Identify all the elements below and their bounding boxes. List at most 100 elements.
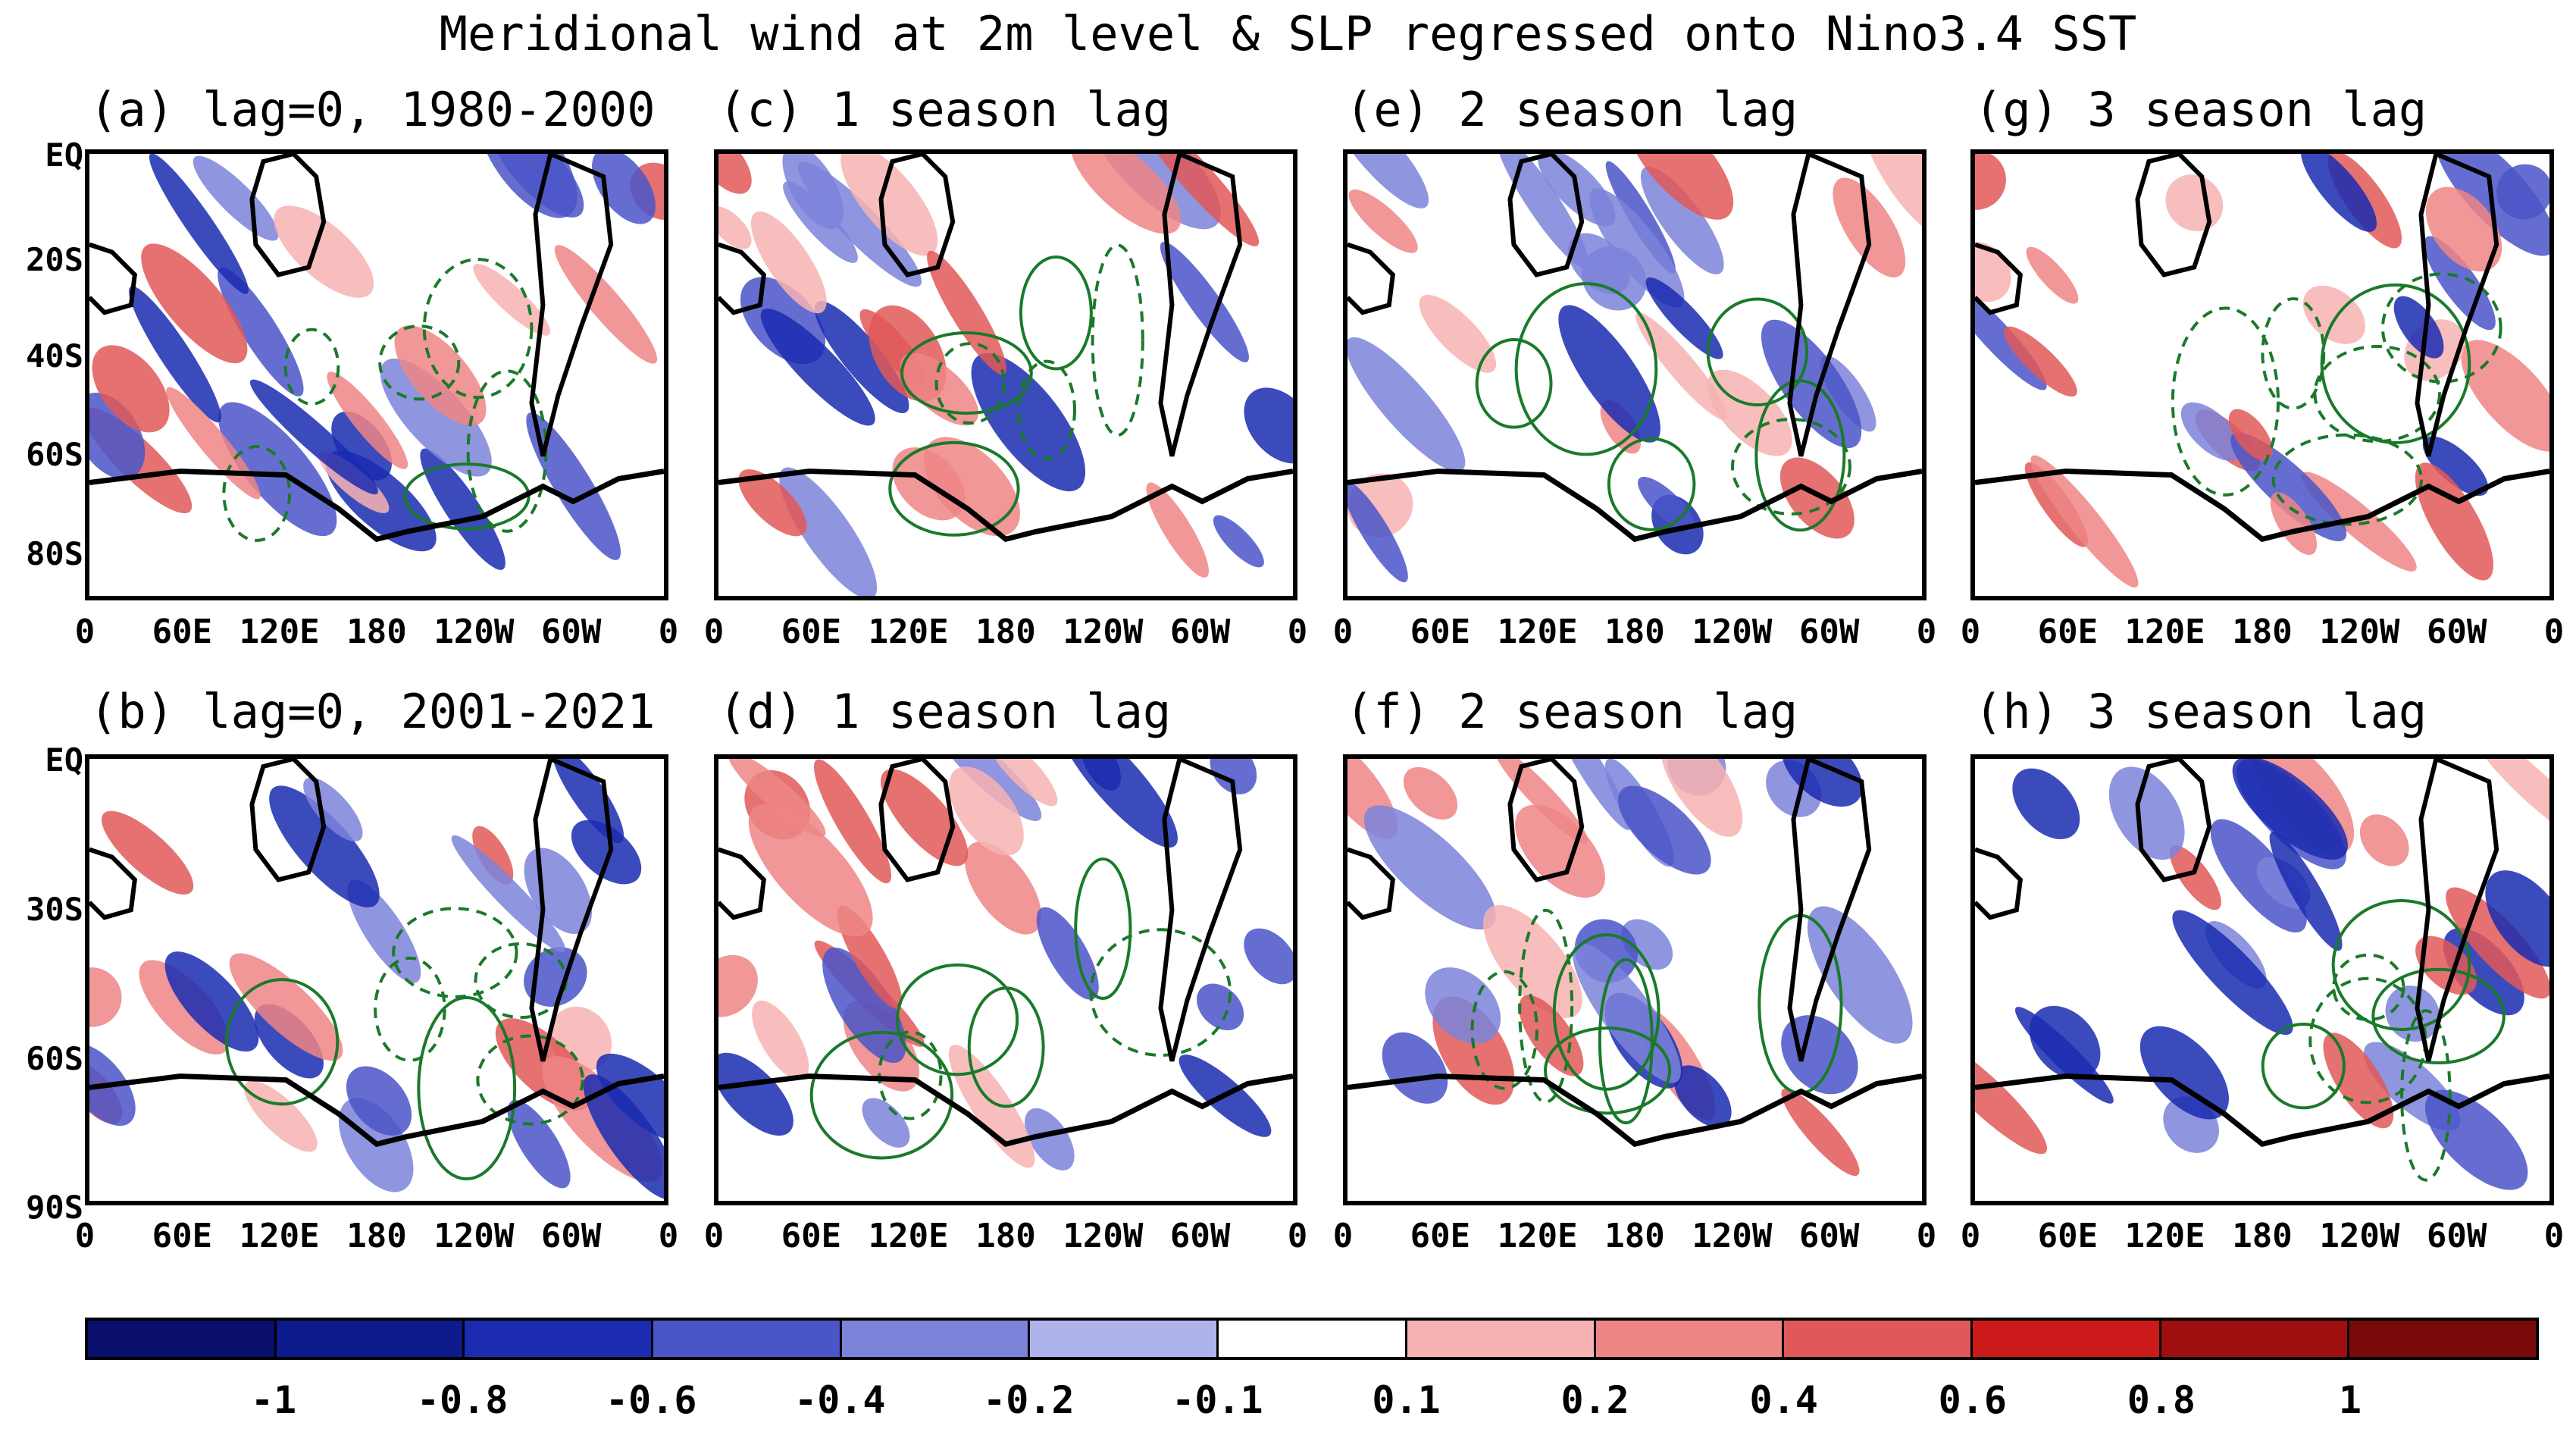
anomaly-shading [718,206,752,249]
anomaly-shading [2029,1005,2101,1080]
x-tick-label: 0 [1287,613,1308,651]
x-tick-label: 0 [658,613,679,651]
anomaly-shading [1660,759,1743,837]
anomaly-shading [2443,928,2524,1016]
anomaly-shading [1141,154,1260,246]
antarctica-coastline [1975,468,2549,543]
x-tick-label: 0 [703,1217,725,1255]
colorbar-label: -0.1 [1172,1378,1263,1422]
y-tick-label: EQ [45,136,83,174]
anomaly-shading [971,353,1086,492]
x-tick-label: 180 [2232,1217,2293,1255]
map-panel-c [714,149,1297,600]
map-panel-d [714,754,1297,1205]
anomaly-shading [718,154,752,194]
colorbar-label: 1 [2338,1378,2362,1422]
australia-coastline [1507,154,1585,277]
anomaly-shading [752,1000,809,1080]
map-graphic [1347,154,1922,583]
colorbar-label: 0.6 [1938,1378,2007,1422]
anomaly-shading [1382,1032,1448,1104]
anomaly-shading [164,951,259,1052]
africa-coastline [1347,847,1395,920]
anomaly-shading [2026,246,2079,304]
panel-title-e: (e) 2 season lag [1345,82,1798,137]
anomaly-shading [1589,188,1685,308]
anomaly-shading [2139,1026,2229,1120]
x-tick-label: 60W [1798,613,1860,651]
anomaly-shading [218,402,337,537]
x-tick-label: 120E [868,613,949,651]
anomaly-shading [1244,928,1293,985]
australia-coastline [878,759,956,882]
anomaly-shading [1090,154,1221,230]
map-panel-h [1970,754,2554,1205]
anomaly-shading [141,243,248,364]
x-tick-label: 120E [239,1217,320,1255]
slp-contour [1607,437,1696,531]
anomaly-shading [2302,285,2365,344]
map-panel-g [1970,149,2554,600]
anomaly-shading [269,785,380,907]
colorbar-cell [1595,1321,1785,1357]
colorbar-cell [1219,1321,1407,1357]
colorbar-label: -0.6 [606,1378,697,1422]
slp-contour [1731,418,1851,516]
anomaly-shading [900,353,979,426]
anomaly-shading [1363,805,1496,930]
anomaly-shading [1781,1088,1860,1177]
x-tick-label: 180 [1604,613,1665,651]
africa-coastline [718,242,766,315]
x-tick-label: 60E [2037,1217,2099,1255]
anomaly-shading [2030,455,2139,588]
x-tick-label: 60E [2037,613,2099,651]
slp-contour [417,996,517,1180]
map-panel-e [1343,149,1927,600]
x-tick-label: 120E [1497,1217,1578,1255]
anomaly-shading [2004,326,2077,397]
slp-contour [2271,433,2423,526]
colorbar-label: 0.8 [2127,1378,2196,1422]
anomaly-shading [92,345,170,433]
panel-title-d: (d) 1 season lag [718,684,1172,739]
south-america-coastline [1158,759,1243,1062]
colorbar-cell [1972,1321,2161,1357]
slp-contour [392,907,518,998]
australia-coastline [1507,759,1585,882]
slp-contour [809,1030,954,1160]
anomaly-shading [218,267,304,396]
x-tick-label: 180 [975,1217,1036,1255]
anomaly-shading [2485,870,2549,967]
anomaly-shading [2269,832,2343,951]
anomaly-shading [1645,277,1723,359]
anomaly-shading [813,759,892,884]
map-graphic [89,154,664,570]
africa-coastline [718,847,766,920]
anomaly-shading [472,826,514,885]
panel-title-a: (a) lag=0, 1980-2000 [89,82,656,137]
anomaly-shading [779,467,878,596]
map-graphic [1975,154,2549,588]
x-tick-label: 0 [74,613,95,651]
x-tick-label: 120W [1063,1217,1144,1255]
anomaly-shading [840,154,938,256]
anomaly-shading [1807,906,1913,1044]
map-graphic [1975,759,2549,1190]
colorbar-label: 0.1 [1372,1378,1441,1422]
x-tick-label: 60W [2426,613,2487,651]
panel-title-g: (g) 3 season lag [1974,82,2427,137]
anomaly-shading [1070,154,1182,234]
south-america-coastline [2415,154,2499,457]
anomaly-shading [2228,409,2273,461]
slp-contour [224,978,340,1106]
anomaly-shading [2180,402,2242,461]
slp-contour [2171,306,2280,497]
anomaly-shading [1640,166,1724,274]
colorbar-label: 0.2 [1560,1378,1629,1422]
x-tick-label: 0 [2543,1217,2565,1255]
slp-contour [1706,297,1809,407]
anomaly-shading [1673,1065,1732,1128]
x-tick-label: 60E [1410,613,1471,651]
anomaly-shading [1975,242,2011,302]
anomaly-shading [1403,766,1458,820]
